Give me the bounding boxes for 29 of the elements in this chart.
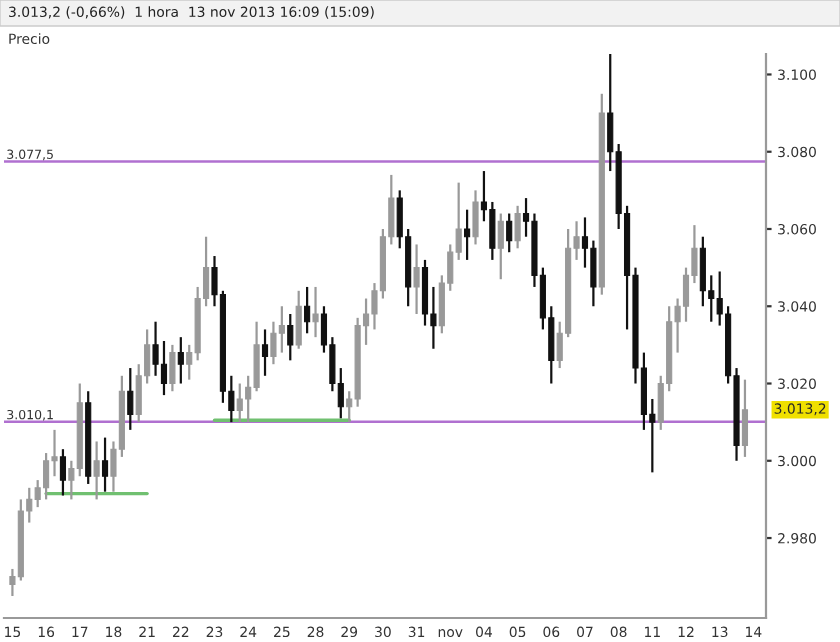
candlestick [421,258,429,327]
candlestick [43,451,50,501]
candlestick [261,328,269,377]
candlestick [312,285,319,339]
candlestick [472,189,479,246]
candlestick [506,212,513,254]
candlestick [93,440,100,501]
candlestick [236,382,243,424]
candlestick [177,336,184,385]
candlestick [413,243,420,316]
candlestick [287,312,294,362]
candlestick [270,320,277,366]
candlestick [127,366,134,431]
candlestick [741,378,749,459]
candlestick [699,235,706,308]
candlestick [304,285,311,335]
candlestick [497,212,504,281]
candlestick [464,208,471,262]
candlestick [295,289,302,350]
candlestick [152,320,159,377]
candlestick [514,204,521,250]
candlestick [160,339,168,397]
candlestick [590,239,597,308]
candlestick [278,305,285,354]
candlestick [101,436,109,493]
candlestick [59,448,67,497]
candlestick [169,343,176,393]
candlestick [489,200,496,262]
candlestick [253,320,260,393]
